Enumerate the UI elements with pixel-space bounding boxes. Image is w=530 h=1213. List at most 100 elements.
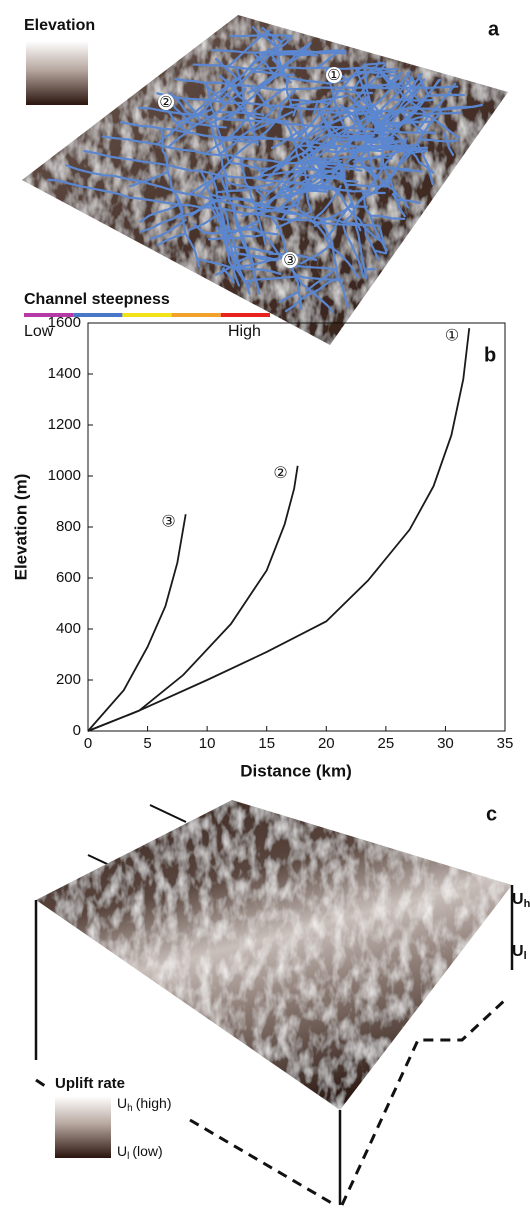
channel [352,99,435,174]
note: (high) [136,1095,172,1111]
channel [285,76,329,85]
channel [316,163,363,172]
channel-network [47,25,484,313]
channel [352,149,412,163]
marker-dot [158,94,174,110]
channel [371,118,385,130]
channel [277,105,282,120]
channel [301,116,333,157]
channel [288,94,349,107]
y-tick-label: 1200 [48,416,81,433]
channel [315,51,340,69]
block-edges [34,885,514,1205]
channel [236,267,282,276]
channel [333,168,347,182]
panel-c: c Uh Ul Uplift rate Uh (high) Ul (low) [34,800,530,1207]
series-label: ① [445,327,459,344]
channel [313,100,320,115]
channel [189,195,229,217]
channel [325,200,354,242]
channel [376,68,400,95]
marker-label: ② [159,94,172,111]
y-axis-label: Elevation (m) [11,474,30,581]
channel [404,79,416,93]
channel [279,187,359,279]
channel [385,146,413,187]
channel [378,154,384,170]
channel [327,127,410,209]
channel [214,57,240,81]
channel [405,78,426,101]
legend-high: Uh (high) [117,1095,171,1114]
marker-dot [282,252,298,268]
channel [220,267,225,275]
y-tick-label: 400 [56,620,81,637]
channel [245,113,290,123]
channel [340,148,384,153]
series-label: ③ [161,513,175,530]
channel [229,252,242,268]
channel [209,172,236,264]
channel [354,67,384,142]
channel [333,114,373,138]
channel [199,169,235,262]
channel [243,275,299,283]
symbol: U [117,1095,127,1111]
channel [292,103,301,117]
channel [299,277,339,301]
channel [406,149,428,155]
channel [216,110,265,116]
channel [228,34,293,38]
channel [101,135,410,171]
channel [159,127,184,214]
channel [240,157,267,246]
marker-dot [326,67,342,83]
marker-label: ③ [283,252,296,269]
channel [182,97,202,124]
channel [369,214,406,220]
line-series [87,514,187,732]
terrain-surface [36,800,512,1110]
channel [373,73,423,131]
channel [272,184,332,200]
channel [280,170,322,196]
channel [139,203,180,223]
channel [270,127,306,150]
panel-a: Elevation a ① ② ③ Channel steepness Low Hi… [22,15,508,345]
marker-line [149,804,187,823]
steepness-high: High [228,323,261,340]
channel [347,139,405,153]
steepness-low: Low [24,323,54,340]
steepness-segment [122,313,172,317]
x-tick-label: 5 [143,735,151,752]
channel [192,63,398,71]
panel-label: a [488,18,500,40]
channel [216,219,231,233]
steepness-colorbar [24,313,270,317]
channel [307,124,346,149]
uplift-profile [35,998,507,1207]
channel [253,204,297,215]
y-tick-label: 800 [56,518,81,535]
channel [414,82,457,134]
legend-title: Uplift rate [55,1075,125,1092]
channel [140,211,184,233]
channel [305,267,338,292]
channel [225,180,270,193]
channel [246,71,286,95]
channel [373,249,387,255]
symbol: U [117,1143,127,1159]
channel [390,98,434,102]
x-tick-label: 15 [258,735,275,752]
channel [209,197,240,287]
steepness-segment [220,313,270,317]
channel [215,182,275,194]
panel-label: b [484,344,496,366]
channel [382,164,423,173]
x-tick-label: 0 [84,735,92,752]
channel [290,264,335,271]
y-tick-label: 0 [73,722,81,739]
channel [157,232,187,246]
channel [443,131,455,157]
